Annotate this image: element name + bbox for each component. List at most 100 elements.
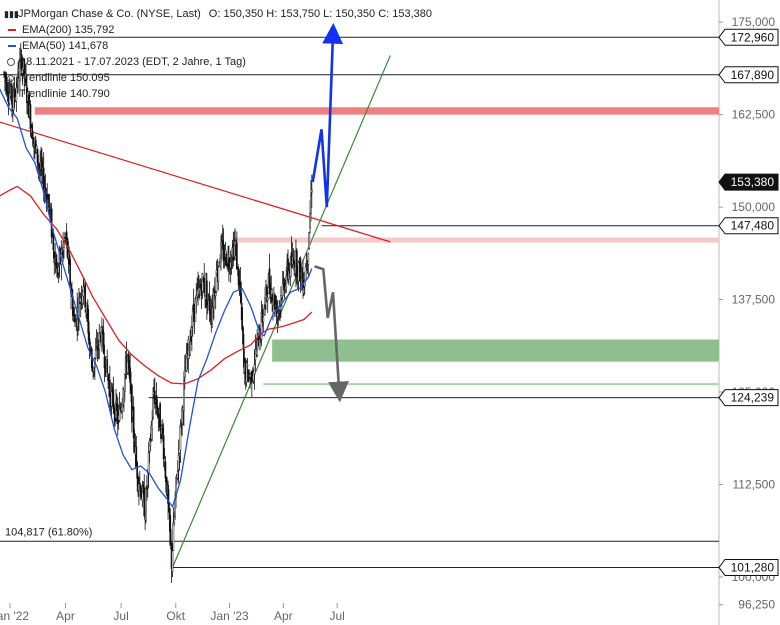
- clock-icon: [7, 58, 15, 66]
- trendlines: [0, 55, 391, 568]
- candle-body: [310, 195, 312, 214]
- candle-body: [249, 377, 251, 379]
- price-tags: 172,960 167,890 147,480 124,239 101,280 153,3…: [718, 28, 779, 576]
- candle-body: [57, 266, 60, 274]
- y-axis: 175,000162,500150,000137,500125,000112,5…: [719, 15, 776, 612]
- y-tick-label: 112,500: [733, 477, 776, 491]
- level-tag-text: 124,239: [731, 391, 775, 405]
- candle-body: [177, 454, 180, 470]
- level-tag-box: [718, 558, 779, 576]
- candle-body: [168, 508, 171, 532]
- x-tick-label: Jan '23: [210, 609, 249, 623]
- candle-body: [92, 370, 94, 373]
- candle-body: [174, 499, 176, 518]
- candle-body: [73, 314, 76, 322]
- candle-body: [189, 340, 191, 356]
- candle-body: [203, 278, 206, 294]
- candle-body: [87, 321, 90, 341]
- level-tag-text: 172,960: [731, 30, 775, 44]
- horizontal-levels: 104,817 (61.80%): [0, 36, 719, 568]
- candle-body: [84, 283, 86, 308]
- candle-body: [173, 516, 176, 525]
- candle-body: [102, 332, 105, 354]
- y-tick-label: 137,500: [732, 293, 776, 307]
- candle-body: [242, 327, 244, 345]
- y-tick-label: 175,000: [732, 15, 776, 29]
- candle-body: [48, 194, 50, 208]
- period-label: 18.11.2021 - 17.07.2023 (EDT, 2 Jahre, 1…: [20, 56, 246, 68]
- ema-lines: [0, 88, 313, 509]
- scenario-bullish: [311, 22, 344, 208]
- candle-body: [233, 244, 236, 257]
- ema50-label: EMA(50) 141,678: [22, 40, 109, 52]
- candle-body: [171, 550, 174, 572]
- candle-body: [199, 283, 202, 289]
- candle-body: [230, 261, 233, 263]
- candle-body: [261, 309, 264, 323]
- last-price-tag-box: [718, 173, 779, 191]
- candle-body: [145, 488, 147, 521]
- candle-body: [32, 137, 34, 147]
- candle-body: [211, 307, 214, 324]
- candle-body: [206, 280, 208, 306]
- legend-ema200-row[interactable]: EMA(200) 135,792: [4, 22, 432, 38]
- candle-body: [304, 266, 307, 282]
- x-tick-label: Jan '22: [0, 609, 29, 623]
- candle-body: [282, 278, 285, 282]
- candle-body: [116, 402, 118, 412]
- candle-body: [36, 148, 39, 164]
- candle-body: [91, 360, 94, 372]
- level-tag-box: [718, 217, 779, 235]
- candle-body: [147, 452, 150, 473]
- candle-body: [19, 61, 21, 82]
- candle-body: [25, 77, 27, 83]
- candle-body: [132, 406, 135, 439]
- candle-body: [146, 488, 148, 490]
- candle-body: [106, 359, 109, 373]
- x-tick-label: Apr: [274, 609, 293, 623]
- level-tag-box: [718, 66, 779, 84]
- candle-body: [179, 424, 182, 451]
- candle-body: [236, 264, 239, 267]
- candle-body: [309, 213, 311, 229]
- candle-body: [297, 262, 300, 282]
- trendline-red: [0, 121, 391, 243]
- legend-ema50-row[interactable]: EMA(50) 141,678: [4, 38, 432, 54]
- candle-body: [240, 293, 243, 305]
- candle-body: [138, 483, 140, 491]
- candle-body: [123, 374, 126, 392]
- candle-body: [253, 364, 256, 375]
- candle-body: [176, 471, 179, 479]
- last-price-tag-text: 153,380: [731, 175, 775, 189]
- candle-body: [241, 307, 243, 330]
- candle-body: [180, 425, 183, 429]
- candle-body: [149, 442, 152, 447]
- candle-body: [163, 458, 166, 462]
- candle-body: [88, 338, 91, 346]
- candle-body: [103, 356, 106, 369]
- zone-support: [272, 339, 719, 362]
- candle-body: [161, 427, 164, 434]
- candle-body: [31, 124, 34, 140]
- candle-body: [135, 446, 138, 466]
- candle-body: [6, 90, 9, 95]
- level-tag-text: 101,280: [731, 560, 775, 574]
- ema200-label: EMA(200) 135,792: [22, 24, 115, 36]
- y-tick-label: 150,000: [732, 200, 776, 214]
- candle-body: [44, 188, 47, 191]
- candle-body: [168, 503, 170, 512]
- candle-body: [155, 395, 158, 408]
- level-tag-box: [718, 28, 779, 46]
- x-tick-label: Jul: [113, 609, 128, 623]
- candle-body: [201, 273, 204, 292]
- candle-body: [190, 336, 192, 342]
- candle-body: [139, 485, 142, 498]
- level-tag-box: [718, 389, 779, 407]
- candle-body: [285, 275, 288, 288]
- candle-body: [157, 415, 160, 417]
- legend-title-row: ▮▮▮ JPMorgan Chase & Co. (NYSE, Last) O:…: [4, 6, 432, 22]
- candle-body: [159, 403, 161, 431]
- candle-body: [136, 462, 139, 479]
- candle-body: [198, 287, 201, 292]
